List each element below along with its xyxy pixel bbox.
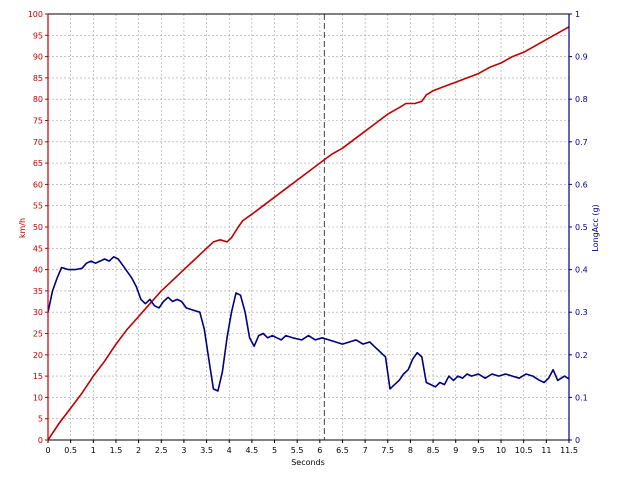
x-tick-label: 0 [45,446,50,455]
left-tick-label: 25 [33,330,43,339]
left-tick-label: 40 [33,266,43,275]
right-tick-label: 0.7 [575,138,588,147]
x-axis-title: Seconds [291,458,325,467]
right-tick-label: 0.3 [575,308,588,317]
left-tick-label: 15 [33,372,43,381]
left-tick-label: 55 [33,202,43,211]
left-tick-label: 85 [33,74,43,83]
x-tick-label: 1 [91,446,96,455]
x-tick-label: 7.5 [381,446,394,455]
left-tick-label: 45 [33,244,43,253]
x-tick-label: 5.5 [291,446,304,455]
x-tick-label: 4.5 [246,446,259,455]
x-tick-label: 5 [272,446,277,455]
x-tick-label: 6 [317,446,322,455]
series-group [48,25,569,440]
x-tick-label: 9.5 [472,446,485,455]
x-tick-label: 7 [363,446,368,455]
right-tick-label: 0.4 [575,266,588,275]
x-tick-label: 2.5 [155,446,168,455]
speed-series-line [48,25,569,440]
right-tick-label: 0.5 [575,223,588,232]
left-tick-label: 35 [33,287,43,296]
right-tick-label: 0.8 [575,95,588,104]
x-tick-label: 3.5 [200,446,213,455]
left-tick-label: 100 [28,10,43,19]
grid [48,14,569,440]
left-tick-label: 20 [33,351,43,360]
right-tick-label: 0.6 [575,180,588,189]
x-tick-label: 8 [408,446,413,455]
x-tick-label: 11.5 [560,446,578,455]
right-axis-title: LongAcc (g) [591,204,600,251]
left-tick-label: 70 [33,138,43,147]
left-tick-label: 30 [33,308,43,317]
left-tick-label: 95 [33,31,43,40]
axes [45,13,572,443]
right-tick-label: 0.9 [575,53,588,62]
left-tick-label: 90 [33,53,43,62]
longacc-series-line [48,255,569,392]
left-tick-label: 50 [33,223,43,232]
right-tick-label: 1 [575,10,580,19]
tick-labels: 0 0.5 1 1.5 2 2.5 3 3.5 4 4.5 5 5.5 6 6.5 7 7.5 8 8.5 9 9.5… [28,10,588,455]
right-tick-label: 0 [575,436,580,445]
x-tick-label: 3 [181,446,186,455]
x-tick-label: 11 [541,446,551,455]
left-tick-label: 0 [38,436,43,445]
x-tick-label: 9 [453,446,458,455]
left-tick-label: 5 [38,415,43,424]
left-axis-title: km/h [18,218,27,238]
left-tick-label: 65 [33,159,43,168]
x-tick-label: 1.5 [110,446,123,455]
left-tick-label: 60 [33,180,43,189]
x-tick-label: 10.5 [515,446,533,455]
x-tick-label: 8.5 [427,446,440,455]
left-tick-label: 80 [33,95,43,104]
x-tick-label: 6.5 [336,446,349,455]
x-tick-label: 0.5 [64,446,77,455]
left-tick-label: 75 [33,117,43,126]
right-tick-label: 0.1 [575,393,588,402]
left-tick-label: 10 [33,393,43,402]
x-tick-label: 10 [496,446,506,455]
right-tick-label: 0.2 [575,351,588,360]
x-tick-label: 4 [227,446,232,455]
x-tick-label: 2 [136,446,141,455]
